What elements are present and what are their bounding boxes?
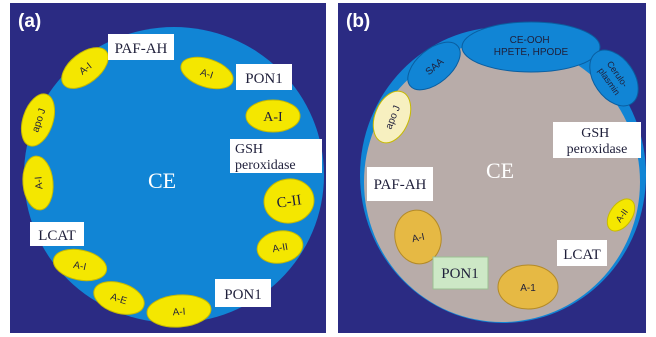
svg-text:PON1: PON1 [441,266,479,282]
apolipoprotein-a-i-right: A-I [245,99,301,133]
apolipoprotein-apo-j-b: apo J [372,90,412,144]
apolipoprotein-apo-j-a: apo J [20,93,56,147]
svg-text:A-I: A-I [263,110,283,125]
lcat-box-b: LCAT [557,240,607,266]
apolipoprotein-a-i-upper-left: A-I [61,47,109,89]
svg-text:A-E: A-E [109,292,129,308]
panel-a-letter: (a) [18,11,41,32]
lcat-box-a: LCAT [30,222,84,246]
ce-core-label-a: CE [148,168,176,193]
svg-text:A-I: A-I [172,307,186,319]
hdl-particle-a [24,27,324,323]
pon1-box-b: PON1 [432,256,489,290]
svg-text:C-II: C-II [276,192,303,211]
svg-text:PAF-AH: PAF-AH [115,41,168,57]
apolipoprotein-a-i-bottom: A-I [146,294,212,328]
hpete-hpode-label: HPETE, HPODE [494,47,569,58]
saa-protein: SAA [407,41,461,91]
ce-ooh-label: CE-OOH [510,35,550,46]
svg-text:PON1: PON1 [245,71,283,87]
ce-ooh-hpete-hpode-protein: CE-OOH HPETE, HPODE [461,21,601,73]
apolipoprotein-a-ii-b: A-II [606,198,636,232]
gsh-peroxidase-box-a: GSH peroxidase [230,139,322,173]
apolipoprotein-a-ii-a: A-II [256,230,304,264]
paf-ah-box-a: PAF-AH [108,34,174,60]
gsh-label: GSH [235,142,263,157]
apolipoprotein-a-e: A-E [93,281,145,315]
panel-b-letter: (b) [346,11,370,32]
svg-text:CE-OOH HPETE, HPODE: CE-OOH HPETE, HPODE [494,35,569,58]
apolipoprotein-a-i-b: A-I [394,209,442,265]
peroxidase-label-b: peroxidase [567,142,628,157]
svg-text:A-I: A-I [33,176,45,190]
pon1-box-a-bottom: PON1 [215,279,271,307]
svg-text:GSH peroxidase: GSH peroxidase [235,142,296,173]
svg-text:PON1: PON1 [224,287,262,303]
svg-text:LCAT: LCAT [38,228,76,244]
gsh-label-b: GSH [581,126,609,141]
pon1-box-a-top: PON1 [236,64,292,90]
paf-ah-box-b: PAF-AH [367,167,433,201]
gsh-peroxidase-box-b: GSH peroxidase [553,122,641,158]
apolipoprotein-a-i-top: A-I [180,56,234,90]
svg-text:A-II: A-II [272,242,289,256]
svg-text:GSH peroxidase: GSH peroxidase [567,126,628,157]
apolipoprotein-a-i-lower-left: A-I [52,248,108,282]
svg-text:A-I: A-I [199,67,215,81]
svg-text:LCAT: LCAT [563,247,601,263]
svg-text:A-I: A-I [72,260,87,273]
apolipoprotein-c-ii: C-II [263,178,315,224]
svg-text:A-I: A-I [411,232,426,245]
apolipoprotein-a-1-b: A-1 [497,264,559,310]
ce-core-label-b: CE [486,158,514,183]
apolipoprotein-a-i-left: A-I [22,155,54,211]
peroxidase-label: peroxidase [235,158,296,173]
ceruloplasmin-protein: Cerulo- plasmin [589,49,639,107]
svg-text:A-1: A-1 [520,283,536,294]
svg-text:PAF-AH: PAF-AH [374,177,427,193]
